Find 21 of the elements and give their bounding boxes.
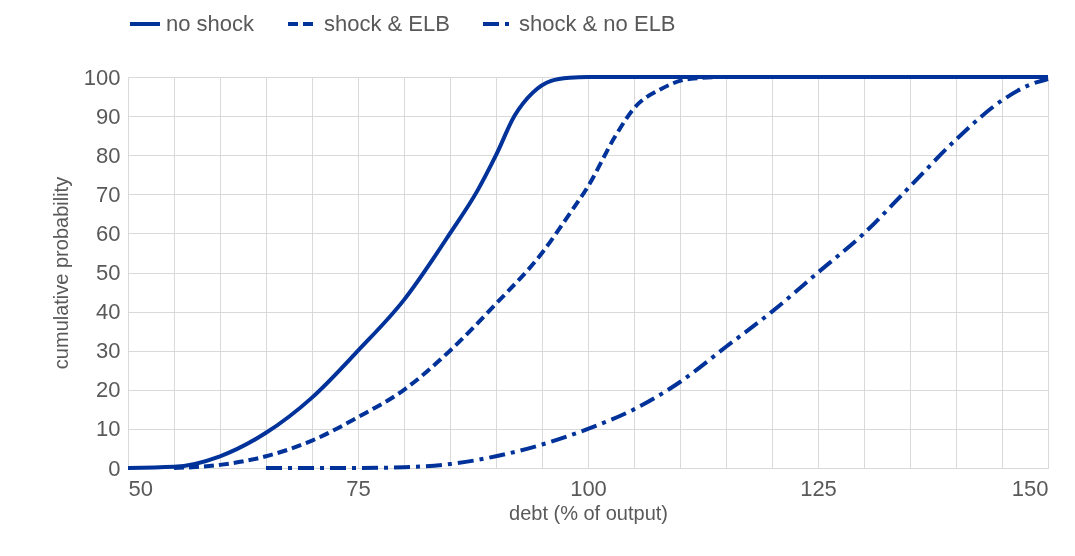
y-tick-label: 100	[83, 64, 121, 90]
y-tick-label: 80	[96, 142, 121, 168]
y-tick-label: 20	[96, 377, 121, 403]
y-tick-label: 0	[108, 455, 121, 481]
x-tick-label: 100	[570, 475, 607, 501]
x-tick-label: 150	[1011, 475, 1049, 501]
legend-label: shock & no ELB	[519, 11, 676, 36]
x-tick-label: 50	[128, 475, 153, 501]
x-axis-title: debt (% of output)	[509, 501, 668, 524]
y-tick-label: 70	[96, 181, 121, 207]
y-tick-label: 90	[96, 103, 121, 129]
y-tick-label: 50	[96, 260, 121, 285]
legend-label: shock & ELB	[324, 11, 450, 36]
x-tick-label: 125	[800, 475, 837, 501]
y-tick-label: 40	[96, 299, 121, 325]
y-axis-title: cumulative probability	[49, 176, 72, 370]
x-tick-label: 75	[346, 475, 371, 501]
y-tick-label: 10	[96, 416, 121, 442]
y-tick-label: 60	[96, 220, 121, 246]
legend-label: no shock	[166, 11, 256, 36]
y-tick-label: 30	[96, 338, 121, 364]
